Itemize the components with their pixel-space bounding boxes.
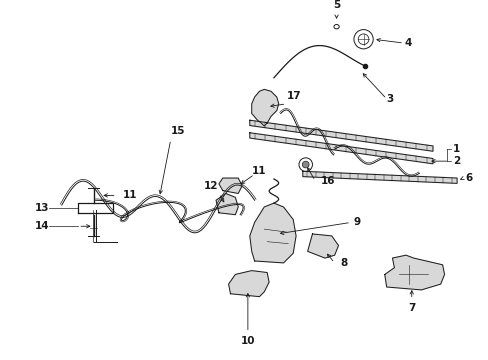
Polygon shape xyxy=(249,133,432,164)
Polygon shape xyxy=(228,271,268,297)
Text: 13: 13 xyxy=(35,203,49,213)
Text: 12: 12 xyxy=(203,181,218,190)
Text: 16: 16 xyxy=(321,176,335,186)
Text: 10: 10 xyxy=(240,336,255,346)
Text: 8: 8 xyxy=(340,258,347,268)
Text: 11: 11 xyxy=(251,166,265,176)
Text: 7: 7 xyxy=(407,303,415,314)
Circle shape xyxy=(302,161,308,168)
Polygon shape xyxy=(307,234,338,258)
Polygon shape xyxy=(251,89,278,126)
Polygon shape xyxy=(302,171,456,183)
Polygon shape xyxy=(219,178,242,193)
Text: 17: 17 xyxy=(286,91,301,101)
Polygon shape xyxy=(249,203,295,263)
Text: 15: 15 xyxy=(170,126,185,136)
Text: 11: 11 xyxy=(122,190,137,201)
Text: 1: 1 xyxy=(452,144,460,154)
Text: 9: 9 xyxy=(353,217,360,228)
Text: 6: 6 xyxy=(465,173,472,183)
Text: 3: 3 xyxy=(386,94,393,104)
Text: 2: 2 xyxy=(452,156,460,166)
Text: 4: 4 xyxy=(403,38,410,48)
Polygon shape xyxy=(384,255,444,290)
Polygon shape xyxy=(216,193,238,215)
Text: 14: 14 xyxy=(35,221,49,231)
Text: 5: 5 xyxy=(332,0,340,10)
Polygon shape xyxy=(249,120,432,151)
